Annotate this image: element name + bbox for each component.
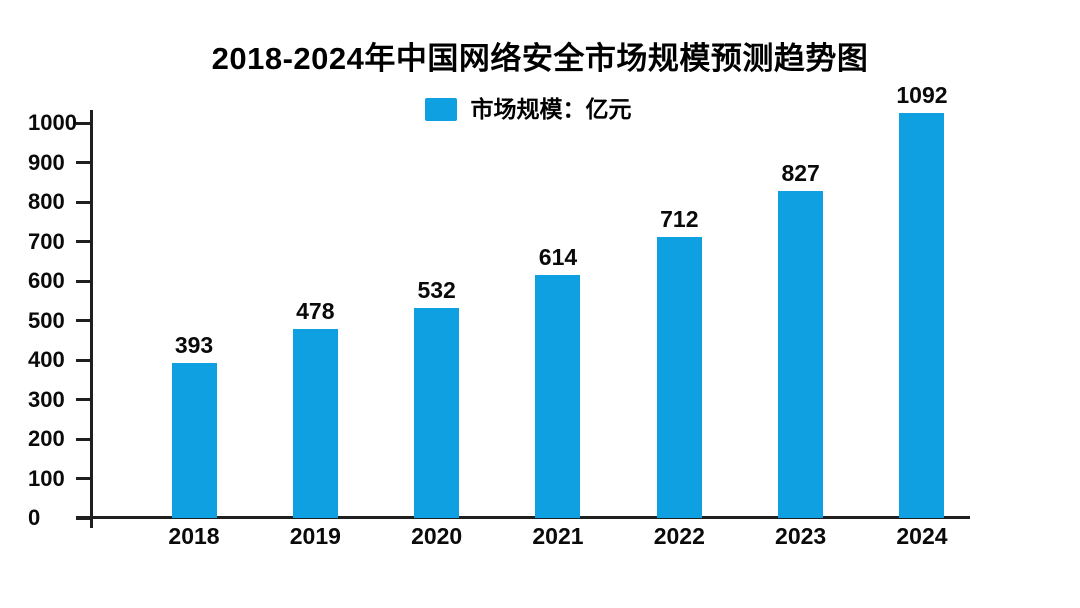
chart-title: 2018-2024年中国网络安全市场规模预测趋势图 — [211, 41, 869, 76]
y-axis-tick-label: 400 — [28, 347, 65, 372]
x-axis-tick-label: 2021 — [532, 523, 584, 549]
x-axis-tick-label: 2022 — [653, 523, 705, 549]
y-axis-tick — [76, 200, 92, 204]
x-axis-tick-label: 2024 — [896, 523, 948, 549]
y-axis-tick — [76, 240, 92, 243]
bar — [899, 113, 945, 518]
bar — [535, 275, 581, 518]
chart-legend: 市场规模：亿元 — [0, 96, 1068, 122]
y-axis-line — [90, 110, 93, 528]
bar — [292, 329, 338, 518]
bar — [414, 307, 460, 518]
x-axis-tick-label: 2023 — [775, 523, 827, 549]
bar — [778, 191, 824, 518]
bar-value-label: 478 — [296, 298, 335, 325]
y-axis-tick — [76, 279, 92, 283]
y-axis-tick — [76, 477, 92, 480]
bar — [656, 236, 702, 518]
x-axis-line — [76, 516, 970, 519]
bar-value-label: 827 — [781, 160, 820, 187]
y-axis-tick — [76, 437, 92, 441]
legend-swatch-icon — [424, 97, 457, 121]
x-axis-tick-label: 2019 — [289, 523, 341, 549]
y-axis-tick — [76, 121, 92, 125]
y-axis-tick-label: 1000 — [28, 110, 77, 135]
x-axis-tick-label: 2018 — [168, 523, 220, 549]
y-axis-tick-label: 800 — [28, 189, 65, 214]
bar-value-label: 532 — [417, 276, 456, 303]
y-axis-tick — [76, 358, 92, 362]
y-axis-tick — [76, 319, 92, 322]
bar — [171, 362, 217, 518]
y-axis-tick-label: 200 — [28, 426, 65, 451]
y-axis-tick-label: 300 — [28, 386, 65, 412]
y-axis-tick-label: 500 — [28, 307, 65, 333]
y-axis-tick — [76, 398, 92, 401]
bar-value-label: 393 — [174, 331, 214, 358]
bar-value-label: 614 — [538, 244, 578, 271]
y-axis-tick-label: 900 — [28, 149, 65, 175]
y-axis-tick — [76, 161, 92, 164]
y-axis-tick-label: 700 — [28, 228, 65, 254]
legend-label: 市场规模：亿元 — [470, 96, 632, 122]
y-axis-tick-label: 0 — [28, 505, 41, 530]
x-axis-tick-label: 2020 — [411, 523, 463, 549]
bar-value-label: 712 — [660, 205, 699, 232]
bar-value-label: 1092 — [896, 82, 948, 108]
y-axis-tick-label: 100 — [28, 465, 65, 491]
y-axis-tick-label: 600 — [28, 268, 65, 293]
